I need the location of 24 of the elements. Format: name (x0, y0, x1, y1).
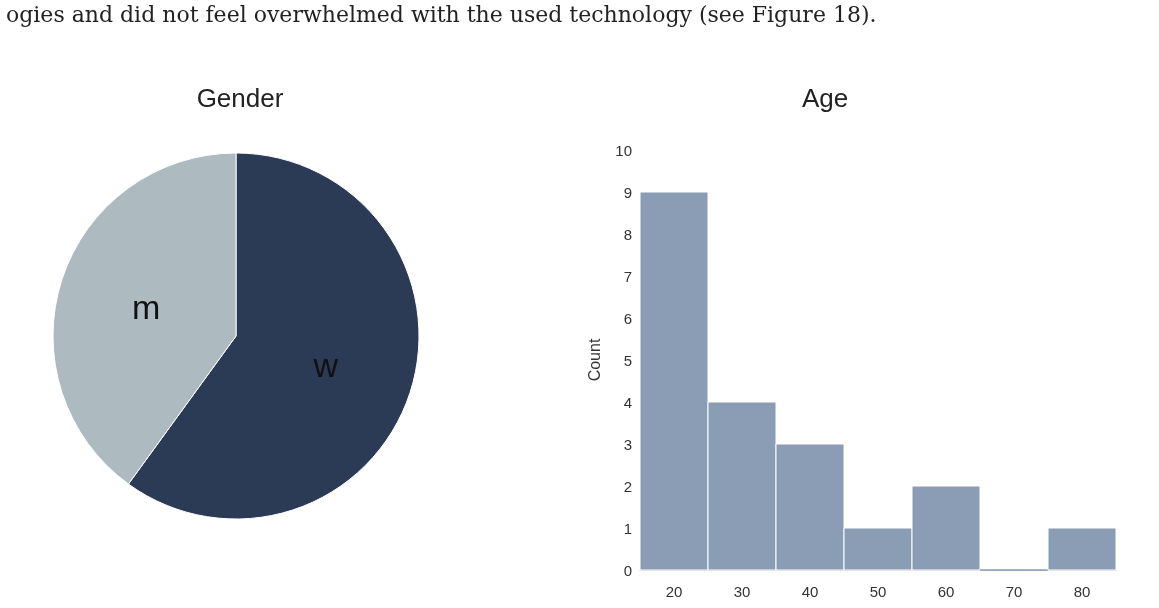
y-tick-label: 10 (615, 141, 632, 159)
x-tick-label: 50 (869, 583, 887, 600)
y-tick-label: 0 (623, 561, 632, 579)
y-tick-label: 3 (623, 435, 632, 453)
y-tick-label: 7 (623, 267, 632, 285)
x-tick-label: 80 (1073, 583, 1091, 600)
y-tick-label: 5 (623, 351, 632, 369)
y-tick-label: 8 (623, 225, 632, 243)
y-tick-label: 6 (623, 309, 632, 327)
x-tick-label: 20 (665, 583, 683, 600)
x-tick-label: 70 (1005, 583, 1023, 600)
x-tick-label: 40 (801, 583, 819, 600)
slice-label: m (131, 287, 161, 326)
chart-title: Gender (196, 83, 284, 113)
y-tick-label: 9 (623, 183, 632, 201)
x-tick-label: 30 (733, 583, 751, 600)
x-tick-label: 60 (937, 583, 955, 600)
y-axis-title: Count (585, 338, 603, 382)
chart-title: Age (801, 83, 849, 113)
slice-label: w (312, 346, 339, 385)
y-tick-label: 4 (623, 393, 632, 411)
y-tick-label: 2 (623, 477, 632, 495)
text: ogies and did not feel overwhelmed with the used technology (see Figure 18). (6, 2, 877, 27)
y-tick-label: 1 (623, 519, 632, 537)
